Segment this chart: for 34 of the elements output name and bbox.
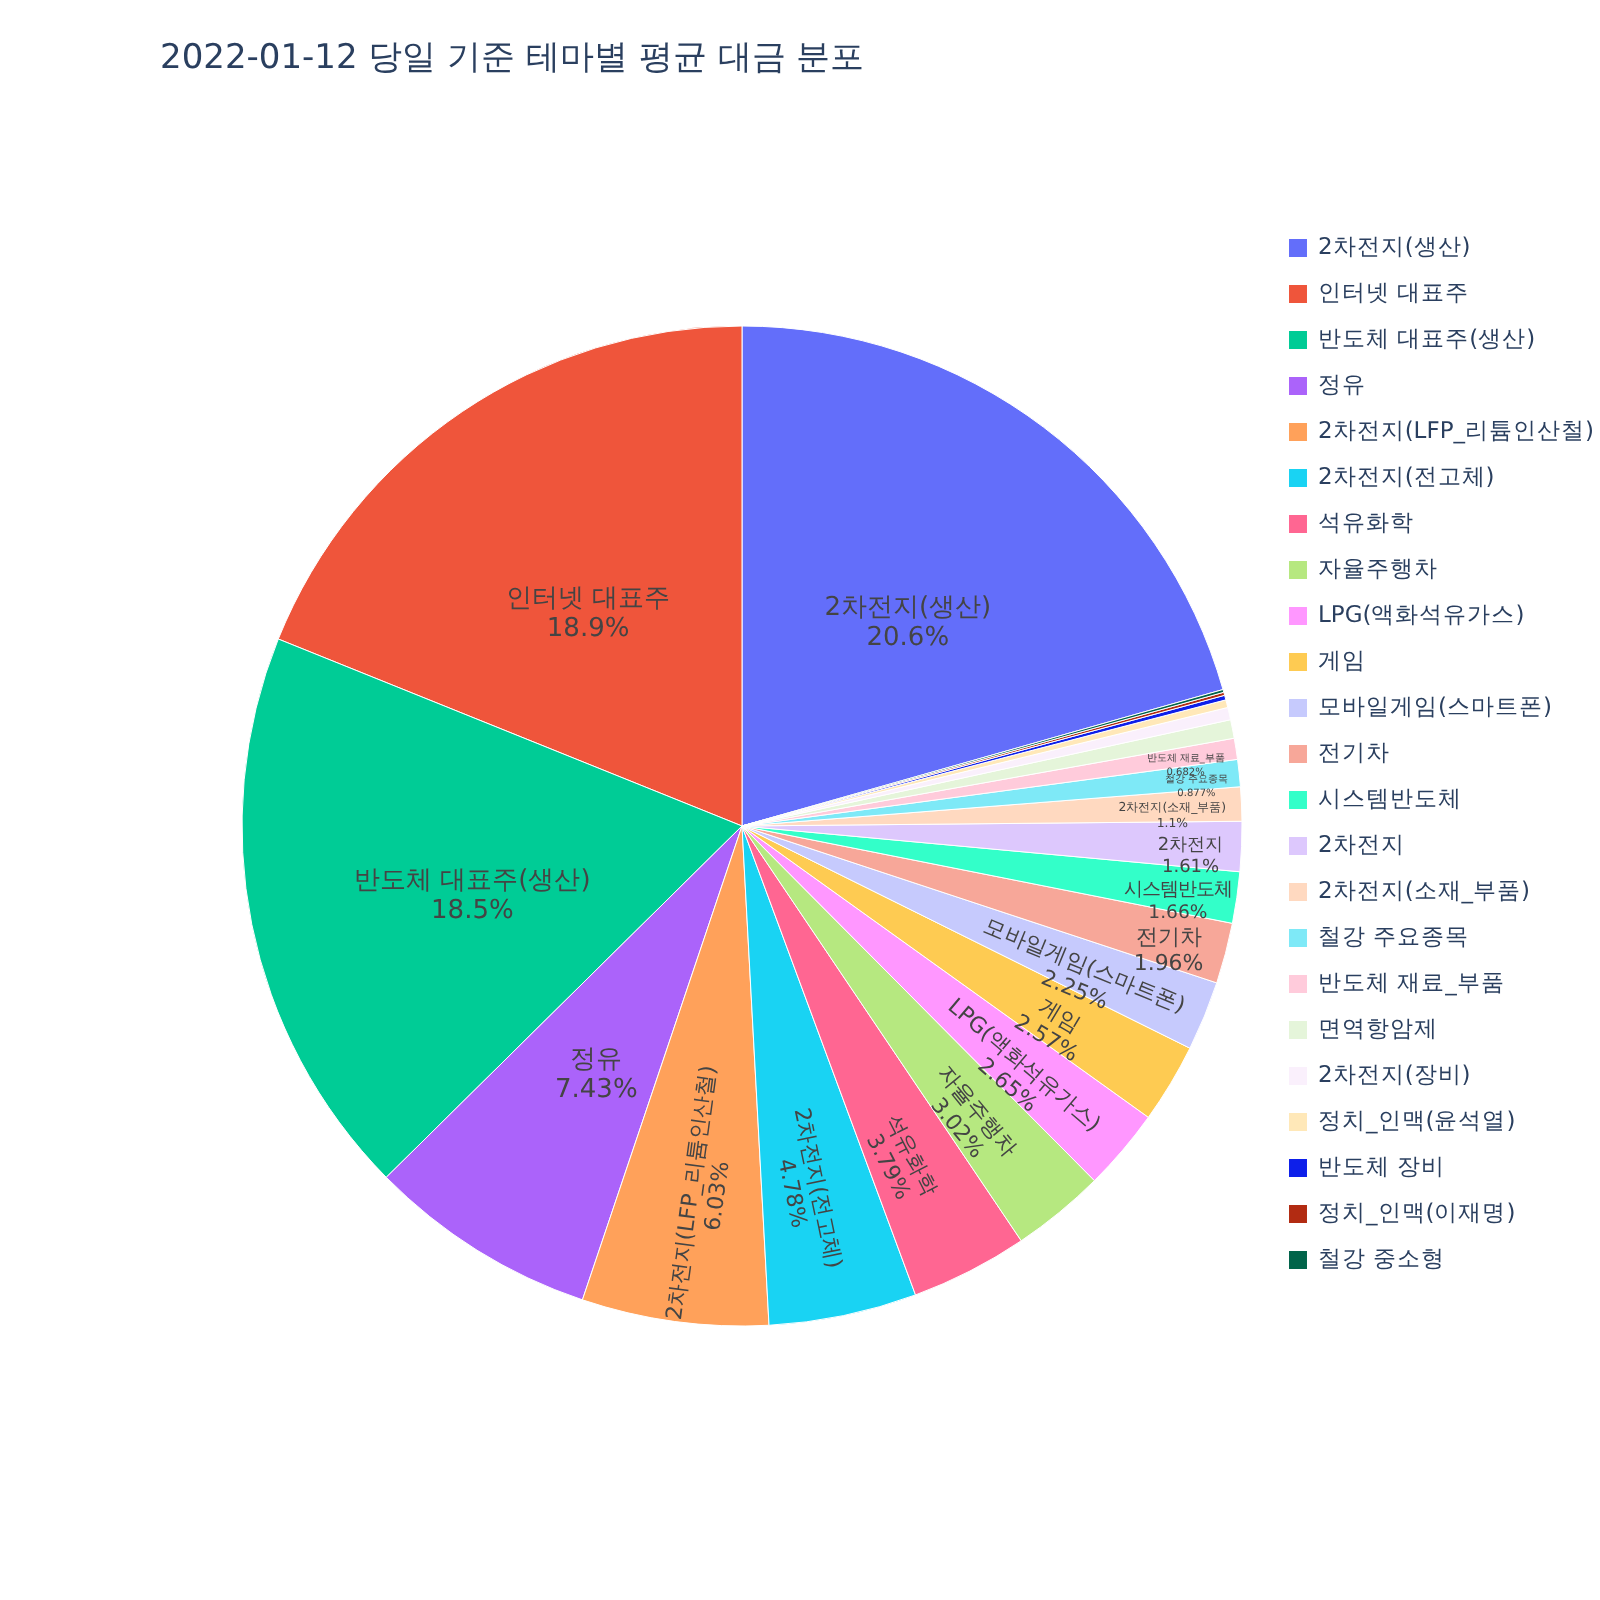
slice-label: 2차전지	[1157, 836, 1224, 857]
legend-label: 2차전지	[1318, 830, 1405, 858]
legend-label: 면역항암제	[1318, 1014, 1438, 1042]
legend-label: 2차전지(LFP_리튬인산철)	[1318, 416, 1594, 444]
legend-label: 반도체 대표주(생산)	[1318, 324, 1536, 352]
legend-label: 반도체 재료_부품	[1318, 968, 1505, 996]
slice-label: 반도체 대표주(생산)	[354, 866, 591, 897]
data-label: 18.9%	[546, 614, 630, 645]
legend-label: 자율주행차	[1318, 554, 1438, 582]
legend-label: 2차전지(소재_부품)	[1318, 876, 1531, 904]
legend-label: 2차전지(장비)	[1318, 1060, 1471, 1088]
data-label: 18.5%	[431, 896, 514, 927]
legend-label: 정유	[1318, 370, 1366, 398]
slice-label: 시스템반도체	[1123, 879, 1232, 902]
legend-label: 정치_인맥(윤석열)	[1318, 1106, 1516, 1134]
legend-label: 전기차	[1318, 738, 1390, 766]
slice-label: 정유	[570, 1045, 623, 1076]
legend-label: 시스템반도체	[1318, 784, 1462, 812]
legend-label: 철강 주요종목	[1318, 922, 1470, 950]
legend-label: 철강 중소형	[1318, 1244, 1446, 1272]
slice-label: 2차전지(생산)	[824, 592, 992, 623]
legend-label: 2차전지(전고체)	[1318, 462, 1495, 490]
chart-title: 2022-01-12 당일 기준 테마별 평균 대금 분포	[160, 38, 865, 78]
legend-label: 석유화학	[1318, 508, 1414, 536]
legend-label: LPG(액화석유가스)	[1318, 600, 1525, 628]
legend-label: 게임	[1318, 646, 1366, 674]
legend-label: 정치_인맥(이재명)	[1318, 1198, 1516, 1226]
legend-label: 2차전지(생산)	[1318, 232, 1471, 260]
data-label: 20.6%	[866, 622, 950, 653]
legend-label: 반도체 장비	[1318, 1152, 1446, 1180]
legend-label: 모바일게임(스마트폰)	[1318, 692, 1552, 720]
legend-label: 인터넷 대표주	[1318, 278, 1470, 306]
slice-label: 인터넷 대표주	[506, 584, 671, 615]
data-label: 7.43%	[555, 1075, 638, 1106]
